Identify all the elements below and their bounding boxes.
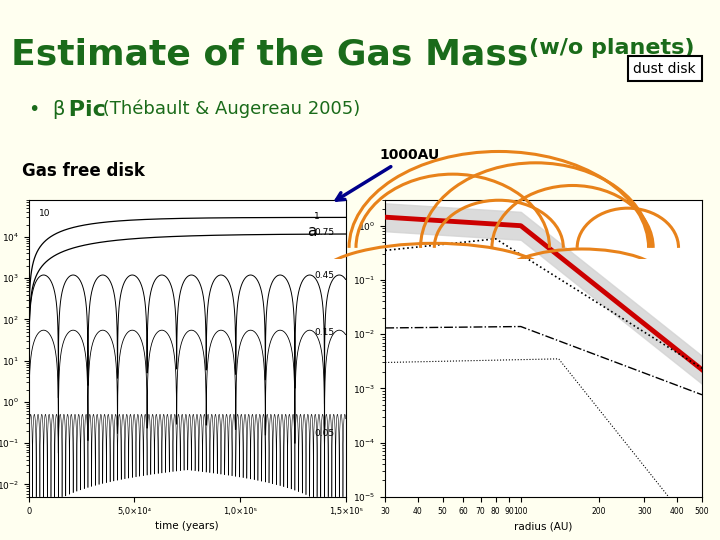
Text: dust disk: dust disk: [634, 62, 696, 76]
Text: Pic: Pic: [61, 100, 106, 120]
Text: 0.05: 0.05: [314, 429, 334, 438]
X-axis label: time (years): time (years): [156, 521, 219, 531]
Text: Estimate of the Gas Mass: Estimate of the Gas Mass: [11, 38, 528, 72]
Text: (w/o planets): (w/o planets): [529, 38, 695, 58]
Text: 1000AU: 1000AU: [336, 148, 439, 200]
X-axis label: radius (AU): radius (AU): [514, 521, 573, 531]
Text: 0.45: 0.45: [314, 271, 334, 280]
Text: 0.75: 0.75: [314, 227, 334, 237]
Text: •  β: • β: [29, 100, 66, 119]
Text: 10: 10: [40, 209, 51, 218]
Text: a: a: [307, 224, 317, 239]
Text: 1: 1: [314, 212, 320, 221]
Text: (Thébault & Augereau 2005): (Thébault & Augereau 2005): [97, 100, 361, 118]
Text: 0.15: 0.15: [314, 328, 334, 337]
Text: Gas free disk: Gas free disk: [22, 162, 145, 180]
